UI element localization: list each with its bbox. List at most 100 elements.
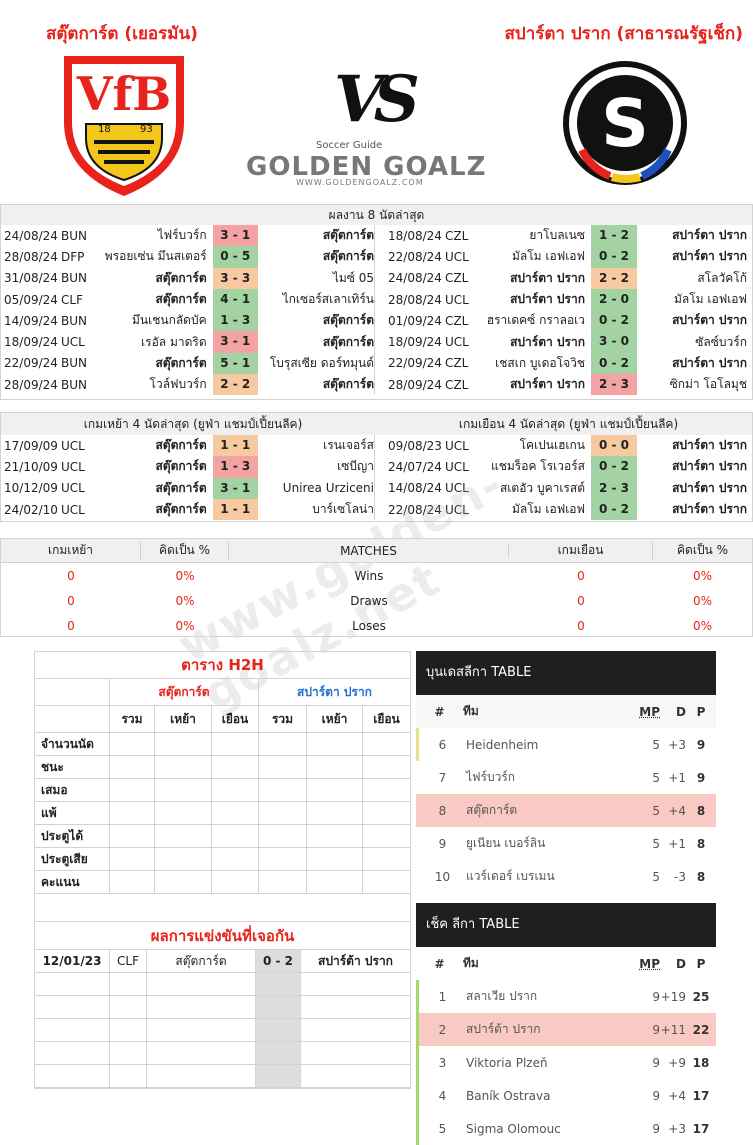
match-team-right[interactable]: บาร์เซโลน่า bbox=[312, 502, 374, 517]
match-row[interactable]: 10/12/09 UCL สตุ๊ตการ์ต 3 - 1 Unirea Urzicen… bbox=[1, 477, 374, 499]
match-row[interactable]: 05/09/24 CLF สตุ๊ตการ์ต 4 - 1 ไกเซอร์สเลาเทิ… bbox=[1, 288, 374, 311]
match-row[interactable]: 24/02/10 UCL สตุ๊ตการ์ต 1 - 1 บาร์เซโลน่า bbox=[1, 498, 374, 521]
league-team[interactable]: สตุ๊ตการ์ต bbox=[466, 803, 518, 817]
match-row[interactable]: 28/08/24 UCL สปาร์ตา ปราก 2 - 0 มัลโม เอฟเอฟ bbox=[385, 288, 752, 311]
match-team-left[interactable]: มึนเชนกลัดบัค bbox=[132, 313, 207, 328]
match-row[interactable]: 22/08/24 UCL มัลโม เอฟเอฟ 0 - 2 สปาร์ตา ปราก bbox=[385, 246, 752, 268]
match-team-left[interactable]: สตุ๊ตการ์ต bbox=[155, 355, 207, 370]
match-row[interactable]: 18/08/24 CZL ยาโบลเนซ 1 - 2 สปาร์ตา ปราก bbox=[385, 225, 752, 247]
match-team-right[interactable]: สปาร์ตา ปราก bbox=[672, 355, 747, 370]
match-row[interactable]: 14/09/24 BUN มึนเชนกลัดบัค 1 - 3 สตุ๊ตการ์ต bbox=[1, 310, 374, 332]
match-team-right[interactable]: ไกเซอร์สเลาเทิร์น bbox=[282, 292, 374, 307]
match-team-left[interactable]: มัลโม เอฟเอฟ bbox=[511, 249, 585, 264]
match-row[interactable]: 22/08/24 UCL มัลโม เอฟเอฟ 0 - 2 สปาร์ตา ปราก bbox=[385, 498, 752, 521]
match-row[interactable]: 21/10/09 UCL สตุ๊ตการ์ต 1 - 3 เซบีญา bbox=[1, 456, 374, 478]
league-team[interactable]: ยูเนียน เบอร์ลิน bbox=[466, 836, 546, 850]
league-team[interactable]: Sigma Olomouc bbox=[466, 1121, 561, 1136]
match-team-right[interactable]: สปาร์ตา ปราก bbox=[672, 502, 747, 517]
match-team-right[interactable]: สโลวัคโก้ bbox=[697, 270, 747, 285]
match-team-right[interactable]: สตุ๊ตการ์ต bbox=[322, 228, 374, 243]
match-row[interactable]: 24/08/24 CZL สปาร์ตา ปราก 2 - 2 สโลวัคโก้ bbox=[385, 267, 752, 289]
h2h-stat-cell bbox=[307, 756, 363, 778]
match-row[interactable]: 18/09/24 UCL สปาร์ตา ปราก 3 - 0 ซัลซ์บวร์ก bbox=[385, 331, 752, 353]
league-team[interactable]: Heidenheim bbox=[466, 737, 539, 752]
match-team-right[interactable]: โบรุสเซีย ดอร์ทมุนด์ bbox=[269, 355, 374, 370]
match-team-right[interactable]: สปาร์ตา ปราก bbox=[672, 480, 747, 495]
league-row[interactable]: 10 แวร์เดอร์ เบรเมน 5 -3 8 bbox=[416, 860, 716, 893]
match-team-left[interactable]: ไฟร์บวร์ก bbox=[157, 228, 207, 243]
match-row[interactable]: 17/09/09 UCL สตุ๊ตการ์ต 1 - 1 เรนเจอร์ส bbox=[1, 435, 374, 457]
league-row[interactable]: 1 สลาเวีย ปราก 9 +19 25 bbox=[416, 980, 716, 1013]
match-team-left[interactable]: สปาร์ตา ปราก bbox=[510, 270, 585, 285]
match-team-left[interactable]: พรอยเซ่น มึนสเตอร์ bbox=[104, 249, 207, 264]
league-row[interactable]: 6 Heidenheim 5 +3 9 bbox=[416, 728, 716, 761]
match-row[interactable]: 09/08/23 UCL โคเปนเฮเกน 0 - 0 สปาร์ตา ปราก bbox=[385, 435, 752, 457]
league-row[interactable]: 9 ยูเนียน เบอร์ลิน 5 +1 8 bbox=[416, 827, 716, 860]
match-team-left[interactable]: สปาร์ตา ปราก bbox=[510, 334, 585, 349]
home-team-name[interactable]: สตุ๊ตการ์ต (เยอรมัน) bbox=[46, 24, 198, 44]
match-row[interactable]: 22/09/24 BUN สตุ๊ตการ์ต 5 - 1 โบรุสเซีย ดอร์… bbox=[1, 352, 374, 375]
match-row[interactable]: 14/08/24 UCL สเตอัว บูคาเรสต์ 2 - 3 สปาร์ตา … bbox=[385, 477, 752, 499]
match-team-right[interactable]: สปาร์ตา ปราก bbox=[672, 438, 747, 453]
match-team-right[interactable]: ซัลซ์บวร์ก bbox=[695, 334, 747, 349]
h2h-stat-cell bbox=[307, 802, 363, 824]
h2h-match-row[interactable]: 12/01/23 CLF สตุ๊ตการ์ต 0 - 2 สปาร์ต้า ป… bbox=[35, 950, 410, 973]
match-team-right[interactable]: สปาร์ตา ปราก bbox=[672, 459, 747, 474]
league-team[interactable]: แวร์เดอร์ เบรเมน bbox=[466, 869, 555, 883]
match-score: 0 - 2 bbox=[591, 498, 637, 521]
match-row[interactable]: 18/09/24 UCL เรอัล มาดริด 3 - 1 สตุ๊ตการ์ต bbox=[1, 331, 374, 353]
match-team-right[interactable]: Unirea Urziceni bbox=[282, 481, 374, 496]
col-team: ทีม bbox=[463, 956, 479, 970]
league-team[interactable]: ไฟร์บวร์ก bbox=[466, 770, 516, 784]
match-team-left[interactable]: ฮราเดคซ์ กราลอเว bbox=[486, 313, 585, 328]
league-team[interactable]: สปาร์ต้า ปราก bbox=[466, 1022, 541, 1036]
match-team-left[interactable]: สปาร์ตา ปราก bbox=[510, 377, 585, 392]
match-team-right[interactable]: สตุ๊ตการ์ต bbox=[322, 249, 374, 264]
match-row[interactable]: 28/09/24 BUN โวล์ฟบวร์ก 2 - 2 สตุ๊ตการ์ต bbox=[1, 374, 374, 396]
match-team-right[interactable]: ไมซ์ 05 bbox=[332, 270, 374, 285]
match-team-right[interactable]: ซิกม่า โอโลมุช bbox=[669, 377, 747, 392]
match-team-right[interactable]: สตุ๊ตการ์ต bbox=[322, 313, 374, 328]
match-row[interactable]: 01/09/24 CZL ฮราเดคซ์ กราลอเว 0 - 2 สปาร์ตา … bbox=[385, 310, 752, 332]
league-row[interactable]: 7 ไฟร์บวร์ก 5 +1 9 bbox=[416, 761, 716, 794]
league-team[interactable]: Baník Ostrava bbox=[466, 1088, 551, 1103]
match-team-left[interactable]: สปาร์ตา ปราก bbox=[510, 292, 585, 307]
match-row[interactable]: 31/08/24 BUN สตุ๊ตการ์ต 3 - 3 ไมซ์ 05 bbox=[1, 267, 374, 289]
match-team-left[interactable]: มัลโม เอฟเอฟ bbox=[511, 502, 585, 517]
league-row[interactable]: 8 สตุ๊ตการ์ต 5 +4 8 bbox=[416, 794, 716, 827]
league-row[interactable]: 5 Sigma Olomouc 9 +3 17 bbox=[416, 1112, 716, 1145]
match-team-right[interactable]: เซบีญา bbox=[337, 459, 374, 474]
match-team-right[interactable]: สปาร์ตา ปราก bbox=[672, 228, 747, 243]
match-team-right[interactable]: มัลโม เอฟเอฟ bbox=[673, 292, 747, 307]
match-team-left[interactable]: โคเปนเฮเกน bbox=[519, 438, 585, 453]
match-team-left[interactable]: สตุ๊ตการ์ต bbox=[155, 480, 207, 495]
match-row[interactable]: 28/08/24 DFP พรอยเซ่น มึนสเตอร์ 0 - 5 สตุ๊ตก… bbox=[1, 246, 374, 268]
match-team-left[interactable]: สตุ๊ตการ์ต bbox=[155, 292, 207, 307]
match-team-left[interactable]: เรอัล มาดริด bbox=[141, 334, 207, 349]
match-team-right[interactable]: สปาร์ตา ปราก bbox=[672, 313, 747, 328]
league-row[interactable]: 3 Viktoria Plzeň 9 +9 18 bbox=[416, 1046, 716, 1079]
match-row[interactable]: 22/09/24 CZL เชสเก บูเดอโจวิช 0 - 2 สปาร์ตา … bbox=[385, 352, 752, 375]
match-team-left[interactable]: ยาโบลเนซ bbox=[529, 228, 585, 243]
match-team-left[interactable]: สเตอัว บูคาเรสต์ bbox=[499, 480, 585, 495]
league-row[interactable]: 2 สปาร์ต้า ปราก 9 +11 22 bbox=[416, 1013, 716, 1046]
match-team-right[interactable]: สปาร์ตา ปราก bbox=[672, 249, 747, 264]
match-team-left[interactable]: แชมร็อค โรเวอร์ส bbox=[491, 459, 585, 474]
match-team-left[interactable]: สตุ๊ตการ์ต bbox=[155, 438, 207, 453]
match-team-left[interactable]: เชสเก บูเดอโจวิช bbox=[495, 355, 585, 370]
match-team-left[interactable]: โวล์ฟบวร์ก bbox=[149, 377, 207, 392]
match-team-left[interactable]: สตุ๊ตการ์ต bbox=[155, 502, 207, 517]
match-team-left[interactable]: สตุ๊ตการ์ต bbox=[155, 270, 207, 285]
match-team-left[interactable]: สตุ๊ตการ์ต bbox=[155, 459, 207, 474]
league-team[interactable]: Viktoria Plzeň bbox=[466, 1055, 548, 1070]
away-team-name[interactable]: สปาร์ตา ปราก (สาธารณรัฐเช็ก) bbox=[504, 24, 743, 44]
match-team-right[interactable]: เรนเจอร์ส bbox=[323, 438, 374, 453]
match-row[interactable]: 24/08/24 BUN ไฟร์บวร์ก 3 - 1 สตุ๊ตการ์ต bbox=[1, 225, 374, 247]
match-row[interactable]: 28/09/24 CZL สปาร์ตา ปราก 2 - 3 ซิกม่า โอโลม… bbox=[385, 374, 752, 396]
league-team[interactable]: สลาเวีย ปราก bbox=[466, 989, 538, 1003]
match-row[interactable]: 24/07/24 UCL แชมร็อค โรเวอร์ส 0 - 2 สปาร์ตา … bbox=[385, 456, 752, 478]
league-row[interactable]: 4 Baník Ostrava 9 +4 17 bbox=[416, 1079, 716, 1112]
league-points: 8 bbox=[696, 869, 706, 884]
match-team-right[interactable]: สตุ๊ตการ์ต bbox=[322, 377, 374, 392]
match-team-right[interactable]: สตุ๊ตการ์ต bbox=[322, 334, 374, 349]
